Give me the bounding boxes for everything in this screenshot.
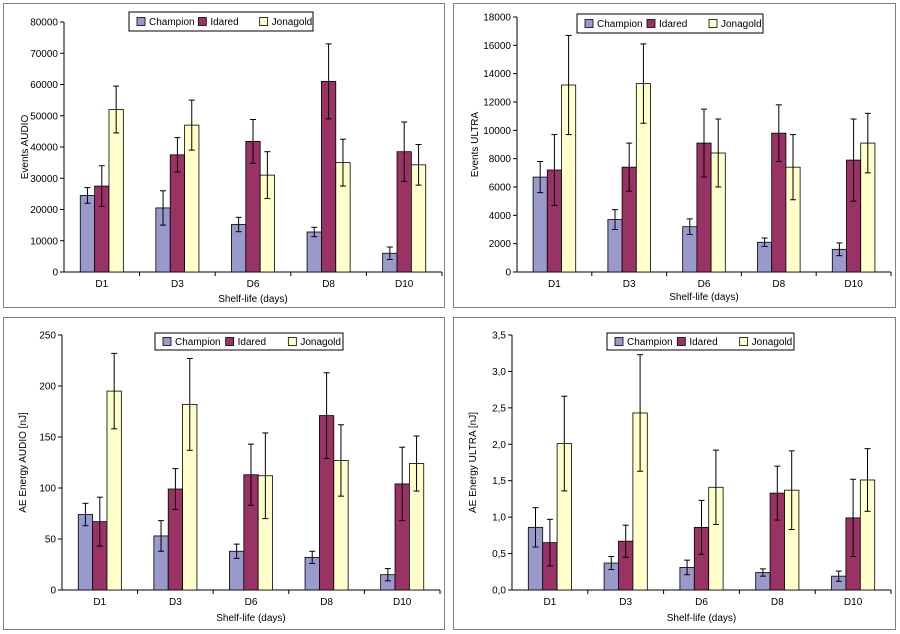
y-tick-label: 8000 [489,154,512,165]
legend-label-idared: Idared [689,337,717,348]
x-tick-label: D6 [247,279,260,290]
y-tick-label: 6000 [489,183,512,194]
y-tick-label: 0,5 [492,549,506,560]
y-tick-label: 1,5 [492,476,506,487]
bar-jonagold [108,109,124,273]
x-tick-label: D6 [245,597,258,608]
y-tick-label: 3,5 [492,331,506,342]
x-tick-label: D6 [695,597,708,608]
y-tick-label: 3,0 [492,367,506,378]
y-tick-label: 14000 [483,69,511,80]
x-tick-label: D8 [320,597,333,608]
legend-swatch-idared [676,337,686,346]
y-tick-label: 2,5 [492,403,506,414]
y-tick-label: 10000 [483,126,511,137]
x-tick-label: D3 [171,279,184,290]
y-tick-label: 12000 [483,98,511,109]
legend-swatch-champion [614,337,624,346]
x-tick-label: D1 [544,597,557,608]
x-tick-label: D10 [844,597,863,608]
legend-swatch-jonagold [708,19,718,28]
y-tick-label: 30000 [30,174,58,185]
chart-panel-events-audio: 0 10000 20000 30000 40000 50000 60000 70000 8000… [3,3,445,308]
chart-panel-energy-audio: 0 50 100 150 200 250 D1 D3 D6 D8 D10 Shelf-life (da… [3,317,445,630]
x-tick-label: D1 [93,597,106,608]
bar-champion [79,195,96,273]
legend-swatch-idared [646,19,656,28]
chart-svg: 0 50 100 150 200 250 D1 D3 D6 D8 D10 Shelf-life (da… [18,331,441,624]
y-tick-label: 0 [505,268,511,279]
legend-swatch-idared [197,17,207,26]
y-tick-label: 250 [39,331,56,342]
legend-swatch-champion [162,337,172,346]
y-axis-label: Events AUDIO [20,115,31,180]
y-tick-label: 50000 [30,111,58,122]
y-tick-label: 2,0 [492,440,506,451]
x-tick-label: D1 [95,279,108,290]
legend-swatch-champion [584,19,594,28]
x-tick-label: D8 [771,597,784,608]
legend-label-champion: Champion [627,337,673,348]
chart-svg: 0 10000 20000 30000 40000 50000 60000 70000 8000… [20,11,443,305]
y-tick-label: 10000 [30,236,58,247]
legend-swatch-idared [225,337,235,346]
y-tick-label: 100 [39,484,56,495]
x-axis-label: Shelf-life (days) [218,294,287,305]
chart-svg: 0,0 0,5 1,0 1,5 2,0 2,5 3,0 3,5 D1 D3 D6 D8 D10 Shelf… [468,331,892,624]
legend-label-idared: Idared [210,17,238,28]
legend-box [576,13,764,34]
y-tick-label: 0,0 [492,586,506,597]
x-tick-label: D1 [548,279,561,290]
legend-label-jonagold: Jonagold [272,17,313,28]
x-tick-label: D3 [619,597,632,608]
y-tick-label: 16000 [483,41,511,52]
legend-swatch-jonagold [287,337,297,346]
legend-label-idared: Idared [659,19,687,30]
legend-box [128,11,314,32]
y-tick-label: 1,0 [492,513,506,524]
chart-svg: 0 2000 4000 6000 8000 10000 12000 14000 16000 180… [470,13,892,303]
bar-champion [306,231,322,273]
y-tick-label: 50 [45,535,57,546]
y-tick-label: 60000 [30,80,58,91]
x-tick-label: D8 [322,279,335,290]
legend-swatch-jonagold [739,337,749,346]
y-tick-label: 4000 [489,211,512,222]
y-tick-label: 80000 [30,18,58,29]
legend-label-champion: Champion [175,337,221,348]
chart-panel-events-ultra: 0 2000 4000 6000 8000 10000 12000 14000 16000 180… [453,3,896,308]
y-tick-label: 20000 [30,205,58,216]
legend-swatch-champion [136,17,146,26]
legend-label-champion: Champion [597,19,643,30]
legend-swatch-jonagold [259,17,269,26]
y-tick-label: 70000 [30,49,58,60]
x-axis-label: Shelf-life (days) [216,613,285,624]
chart-panel-energy-ultra: 0,0 0,5 1,0 1,5 2,0 2,5 3,0 3,5 D1 D3 D6 D8 D10 Shelf… [453,317,896,630]
y-tick-label: 2000 [489,239,512,250]
legend-label-jonagold: Jonagold [300,337,341,348]
y-tick-label: 200 [39,382,56,393]
x-tick-label: D10 [395,279,414,290]
y-axis-label: AE Energy AUDIO [nJ] [18,412,29,513]
x-tick-label: D10 [393,597,412,608]
x-axis-label: Shelf-life (days) [669,292,738,303]
y-tick-label: 18000 [483,13,511,24]
legend-label-jonagold: Jonagold [721,19,762,30]
x-tick-label: D10 [844,279,863,290]
y-tick-label: 150 [39,433,56,444]
x-axis-label: Shelf-life (days) [667,613,736,624]
x-tick-label: D6 [698,279,711,290]
legend-label-idared: Idared [238,337,266,348]
x-tick-label: D8 [772,279,785,290]
x-tick-label: D3 [623,279,636,290]
legend-label-jonagold: Jonagold [752,337,793,348]
y-tick-label: 40000 [30,143,58,154]
y-axis-label: Events ULTRA [470,111,481,177]
y-tick-label: 0 [50,586,56,597]
legend-label-champion: Champion [149,17,195,28]
x-tick-label: D3 [169,597,182,608]
y-axis-label: AE Energy ULTRA [nJ] [468,412,479,513]
y-tick-label: 0 [52,268,58,279]
